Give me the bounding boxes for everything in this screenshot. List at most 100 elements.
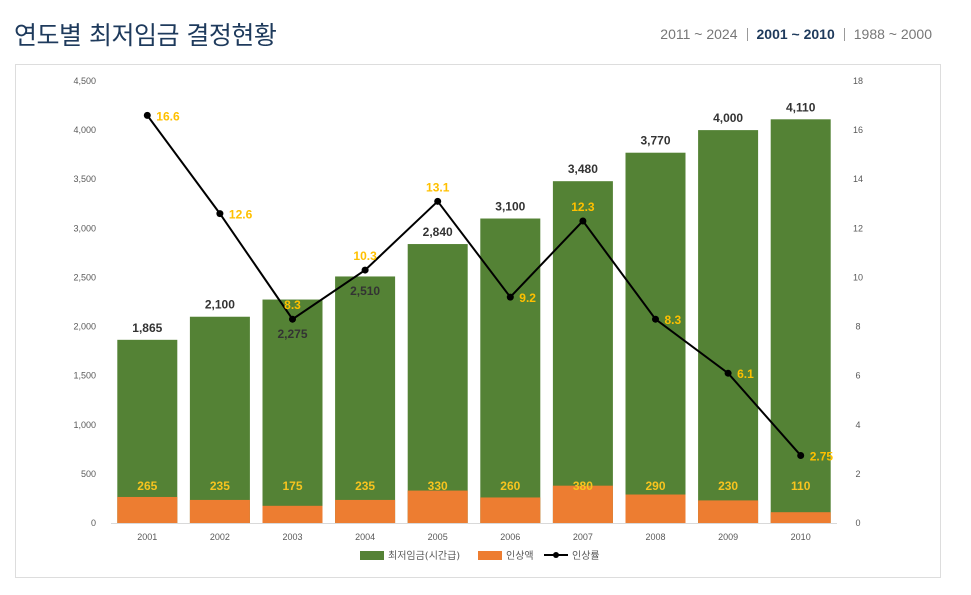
bar-increase-amount [698, 500, 759, 523]
tab-2011-2024[interactable]: 2011 ~ 2024 [660, 26, 738, 42]
rate-point [289, 315, 296, 323]
increase-data-label: 265 [137, 479, 157, 493]
rate-point [797, 451, 805, 459]
rate-point [143, 111, 151, 119]
rate-data-label: 6.1 [737, 367, 754, 381]
rate-line [146, 114, 802, 457]
rate-point [434, 197, 442, 205]
y-left-tick-label: 3,500 [73, 174, 96, 184]
rate-data-label: 16.6 [156, 109, 180, 123]
wage-data-label: 4,000 [713, 111, 743, 125]
y-right-tick-label: 0 [855, 518, 860, 528]
increase-data-label: 260 [500, 479, 520, 493]
increase-data-label: 290 [645, 479, 665, 493]
combo-chart: 0 500 1,000 1,500 2,000 2,500 3,000 3,500 4,000 4… [73, 76, 863, 562]
rate-point [506, 293, 514, 301]
year-range-tabs: 2011 ~ 2024 2001 ~ 2010 1988 ~ 2000 [651, 26, 941, 42]
rate-point [579, 217, 587, 225]
wage-data-label: 3,480 [568, 162, 598, 176]
rate-point [724, 369, 732, 377]
rate-data-label: 2.75 [810, 449, 834, 463]
x-tick-label: 2004 [355, 532, 375, 542]
wage-data-label: 1,865 [132, 321, 162, 335]
y-left-tick-label: 0 [91, 518, 96, 528]
legend-swatch-rate-marker [553, 552, 559, 558]
y-left-tick-label: 3,000 [73, 223, 96, 233]
x-tick-label: 2003 [282, 532, 302, 542]
bar-minimum-wage [407, 244, 468, 523]
legend-swatch-wage [360, 551, 384, 560]
tab-1988-2000[interactable]: 1988 ~ 2000 [853, 26, 932, 42]
y-left-tick-label: 1,000 [73, 420, 96, 430]
rate-data-label: 10.3 [353, 249, 377, 263]
y-left-tick-label: 1,500 [73, 371, 96, 381]
y-right-tick-label: 6 [855, 371, 860, 381]
page-title: 연도별 최저임금 결정현황 [14, 21, 277, 50]
bar-increase-amount [117, 496, 178, 523]
legend-swatch-increase [478, 551, 502, 560]
wage-data-label: 2,100 [205, 298, 235, 312]
x-tick-label: 2010 [791, 532, 811, 542]
tab-divider [843, 27, 845, 41]
increase-data-label: 235 [355, 479, 375, 493]
bar-increase-amount [552, 485, 613, 523]
rate-data-label: 8.3 [284, 298, 301, 312]
x-tick-label: 2005 [428, 532, 448, 542]
y-left-tick-label: 500 [81, 469, 96, 479]
tab-divider [746, 27, 748, 41]
increase-data-label: 235 [210, 479, 230, 493]
rate-point [361, 266, 369, 274]
bar-minimum-wage [625, 152, 686, 524]
y-right-tick-label: 12 [853, 223, 863, 233]
bar-increase-amount [335, 499, 396, 523]
x-tick-label: 2001 [137, 532, 157, 542]
increase-data-label: 230 [718, 479, 738, 493]
rate-point [652, 315, 659, 323]
wage-data-label: 2,510 [350, 284, 380, 298]
bar-minimum-wage [335, 276, 396, 523]
wage-data-label: 4,110 [786, 100, 816, 114]
increase-data-label: 175 [282, 479, 302, 493]
y-left-tick-label: 4,500 [73, 76, 96, 86]
x-tick-label: 2002 [210, 532, 230, 542]
bar-increase-amount [189, 499, 250, 523]
tab-2001-2010[interactable]: 2001 ~ 2010 [756, 26, 835, 42]
y-right-tick-label: 8 [855, 322, 860, 332]
bar-minimum-wage [189, 316, 250, 523]
rate-data-label: 12.6 [229, 208, 253, 222]
wage-data-label: 3,100 [495, 200, 525, 214]
x-tick-label: 2009 [718, 532, 738, 542]
wage-data-label: 2,275 [277, 327, 307, 341]
legend-label-rate: 인상률 [572, 550, 600, 562]
rate-data-label: 8.3 [665, 313, 682, 327]
y-right-tick-label: 4 [855, 420, 860, 430]
bar-minimum-wage [262, 299, 323, 523]
x-tick-label: 2007 [573, 532, 593, 542]
rate-data-label: 9.2 [519, 291, 536, 305]
increase-data-label: 110 [791, 479, 811, 493]
bar-increase-amount [625, 494, 686, 523]
x-tick-label: 2008 [645, 532, 665, 542]
y-right-tick-label: 16 [853, 125, 863, 135]
bar-increase-amount [770, 512, 831, 523]
wage-data-label: 2,840 [423, 225, 453, 239]
bar-increase-amount [480, 497, 541, 523]
rate-data-label: 13.1 [426, 180, 450, 194]
y-right-tick-label: 18 [853, 76, 863, 86]
rate-point [216, 210, 224, 218]
bar-minimum-wage [117, 339, 178, 523]
rate-data-label: 12.3 [571, 200, 595, 214]
y-right-tick-label: 10 [853, 272, 863, 282]
x-tick-label: 2006 [500, 532, 520, 542]
bar-minimum-wage [480, 218, 541, 523]
increase-data-label: 380 [573, 479, 593, 493]
y-left-tick-label: 2,500 [73, 272, 96, 282]
bar-increase-amount [262, 505, 323, 523]
bar-increase-amount [407, 490, 468, 523]
chart-frame: 0 500 1,000 1,500 2,000 2,500 3,000 3,500 4,000 4… [15, 64, 941, 578]
legend-label-increase: 인상액 [506, 550, 534, 562]
legend-label-wage: 최저임금(시간급) [388, 549, 460, 562]
y-right-tick-label: 14 [853, 174, 863, 184]
wage-data-label: 3,770 [640, 134, 670, 148]
bar-minimum-wage [698, 130, 759, 523]
